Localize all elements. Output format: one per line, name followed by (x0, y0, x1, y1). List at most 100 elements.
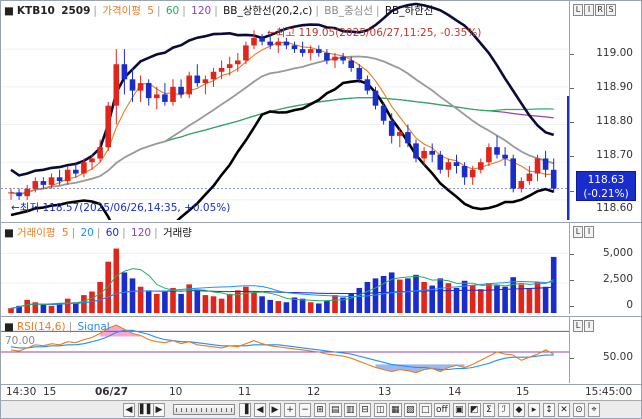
candle-body (243, 45, 249, 61)
axis-invert-button[interactable]: I (584, 226, 594, 238)
candle-body (397, 132, 403, 136)
rsi-pane[interactable]: ■ RSI(14,6) | Signal 70.00 (1, 316, 569, 383)
rewind-button[interactable]: ◀ (123, 403, 135, 417)
window-button[interactable]: ◫ (374, 403, 387, 417)
indicator-button[interactable]: ℐ (498, 403, 510, 417)
off-button[interactable]: off (434, 403, 450, 417)
volume-bar (97, 281, 103, 313)
legend-rsi[interactable]: RSI(14,6) (16, 321, 66, 333)
legend-ma5[interactable]: 5 (147, 5, 154, 17)
vol-ma20-line (10, 280, 554, 309)
volume-bar (348, 293, 354, 313)
time-label-current: 15:45:00 (585, 386, 633, 398)
overlay-button[interactable]: ◩ (468, 403, 481, 417)
pattern-button[interactable]: ▦ (389, 403, 402, 417)
volume-bar (397, 279, 403, 313)
volume-pane[interactable]: ■ 거래이평 5 | 20 | 60 | 120 | 거래량 (1, 222, 569, 314)
axis-log-button[interactable]: L (573, 320, 583, 332)
legend-divider: | (375, 5, 380, 17)
price-chart[interactable] (1, 1, 569, 220)
legend-bb-mid[interactable]: BB_중심선 (324, 5, 373, 17)
volume-bar (283, 302, 290, 313)
legend-vol-ma5[interactable]: 5 (61, 227, 69, 239)
tick-mark (570, 358, 574, 359)
candle-body (380, 105, 387, 121)
legend-divider: | (71, 227, 76, 239)
rsi-axis[interactable]: L I 50.00 (569, 316, 641, 383)
axis-log-button[interactable]: L (573, 4, 583, 16)
volume-bar (56, 303, 63, 313)
volume-axis[interactable]: L I 5,000 2,500 0 (569, 222, 641, 314)
candle-body (121, 64, 128, 80)
grid-button[interactable]: ⊞ (314, 403, 326, 417)
volume-bar (89, 291, 95, 313)
legend-bb-upper[interactable]: BB_상한선(20,2,c) (223, 5, 313, 17)
zoom-in-button[interactable]: + (284, 403, 296, 417)
legend-bb-lower[interactable]: BB_하한선 (384, 5, 434, 17)
play-button[interactable]: ▶ (153, 403, 165, 417)
slider-handle[interactable]: ▐ (239, 403, 251, 417)
legend-vol-ma120[interactable]: 120 (131, 227, 152, 239)
high-annotation: ←최고 119.05(2025/06/27,11:25, -0.35%) (267, 27, 482, 39)
legend-divider: | (154, 227, 158, 239)
legend-ma120[interactable]: 120 (191, 5, 212, 17)
volume-bar (235, 290, 241, 313)
panel-button[interactable]: ⊟ (359, 403, 371, 417)
volume-bar (218, 298, 225, 313)
arrow-button[interactable]: ▸ (528, 403, 540, 417)
volume-chart[interactable] (1, 223, 569, 314)
split-button[interactable]: ▥ (344, 403, 357, 417)
time-label: 10 (169, 386, 183, 398)
legend-vol-ma-label[interactable]: 거래이평 (16, 227, 56, 239)
axis-right-button[interactable]: R (595, 4, 605, 16)
legend-box-icon: ■ (4, 321, 14, 333)
rsi-line (10, 324, 554, 374)
rsi-chart[interactable] (1, 317, 569, 383)
candle-body (170, 86, 176, 102)
scroll-left-button[interactable]: ◀ (254, 403, 266, 417)
box-button[interactable]: □ (419, 403, 432, 417)
candle-body (81, 162, 87, 174)
sum-button[interactable]: Σ (483, 403, 495, 417)
legend-ma-label[interactable]: 가격이평 (102, 5, 141, 17)
scroll-right-button[interactable]: ▶ (269, 403, 281, 417)
candle-body (291, 45, 298, 50)
price-pane[interactable]: ■ KTB10 2509 | 가격이평 5 | 60 | 120 | BB_상한선(20,… (1, 1, 569, 220)
legend-signal[interactable]: Signal (77, 321, 110, 333)
axis-log-button[interactable]: L (573, 226, 583, 238)
tick-mark (570, 122, 574, 123)
rsi-tick-50: 50.00 (602, 351, 633, 363)
axis-invert-button[interactable]: I (584, 320, 594, 332)
price-axis[interactable]: L I R S 119.00 118.90 118.80 118.70 118.… (569, 1, 641, 220)
target-button[interactable]: ⊙ (573, 403, 585, 417)
axis-invert-button[interactable]: I (584, 4, 594, 16)
bb-upper-line (10, 2, 555, 177)
candle-body (178, 86, 184, 95)
fill-button[interactable]: ▧ (404, 403, 417, 417)
resize-button[interactable]: ↕ (543, 403, 555, 417)
candle-body (526, 173, 533, 182)
legend-contract: 2509 (61, 5, 91, 17)
axis-scale-button[interactable]: S (606, 4, 616, 16)
legend-vol-ma60[interactable]: 60 (105, 227, 120, 239)
legend-vol-ma20[interactable]: 20 (80, 227, 94, 239)
volume-bar (380, 276, 387, 313)
marker-button[interactable]: ◆ (513, 403, 525, 417)
candle-body (24, 188, 30, 197)
zoom-slider[interactable] (173, 404, 235, 415)
layout-button[interactable]: ▤ (329, 403, 342, 417)
legend-volume[interactable]: 거래량 (162, 227, 192, 239)
current-change: (-0.21%) (583, 188, 629, 200)
volume-bar (129, 278, 136, 313)
frame-button[interactable]: ▣ (453, 403, 466, 417)
candle-body (429, 150, 435, 155)
candle-body (364, 79, 371, 91)
close-button[interactable]: ✕ (558, 403, 570, 417)
time-axis[interactable]: 14:30 15 06/27 10 11 12 13 14 15 15:45:0… (1, 384, 641, 399)
volume-bar (356, 287, 363, 313)
crosshair-button[interactable]: ⌖ (588, 403, 600, 417)
tick-mark (570, 254, 574, 255)
candle-body (469, 169, 476, 178)
zoom-out-button[interactable]: − (299, 403, 311, 417)
legend-ma60[interactable]: 60 (165, 5, 180, 17)
